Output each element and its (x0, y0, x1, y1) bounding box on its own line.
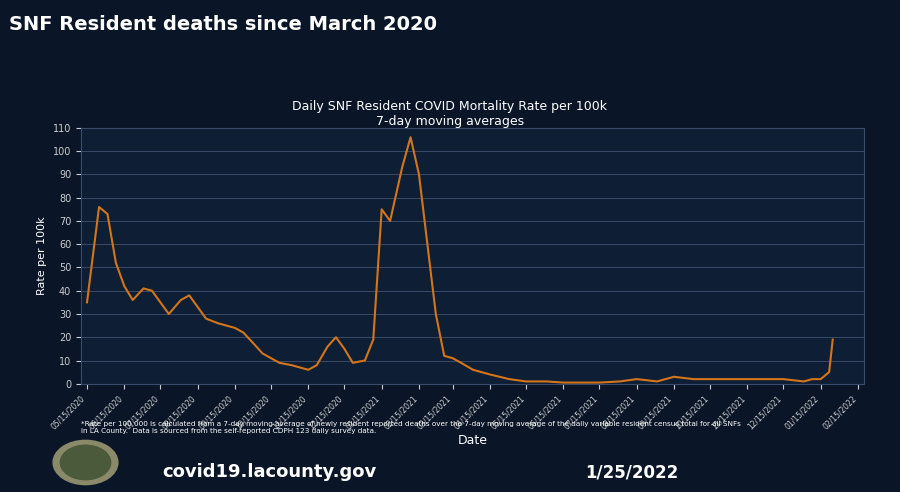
Text: 7-day moving averages: 7-day moving averages (376, 115, 524, 128)
Circle shape (53, 440, 118, 485)
Text: *Rate per 100,000 is calculated from a 7-day moving average of newly resident re: *Rate per 100,000 is calculated from a 7… (81, 421, 741, 433)
Y-axis label: Rate per 100k: Rate per 100k (37, 216, 48, 295)
Text: SNF Resident deaths since March 2020: SNF Resident deaths since March 2020 (9, 15, 437, 34)
Text: 1/25/2022: 1/25/2022 (585, 463, 679, 481)
X-axis label: Date: Date (457, 433, 488, 447)
Text: covid19.lacounty.gov: covid19.lacounty.gov (162, 463, 376, 481)
Text: Daily SNF Resident COVID Mortality Rate per 100k: Daily SNF Resident COVID Mortality Rate … (292, 100, 608, 113)
Circle shape (60, 445, 111, 480)
